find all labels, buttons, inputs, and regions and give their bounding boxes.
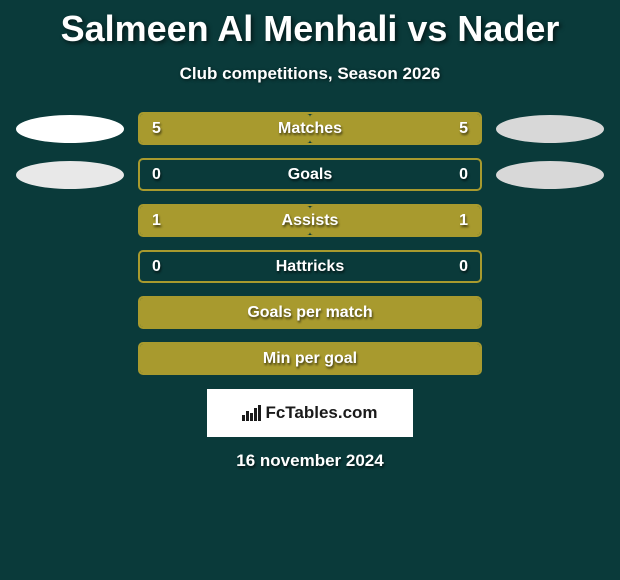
- page-title: Salmeen Al Menhali vs Nader: [0, 0, 620, 50]
- stat-value-right: 1: [459, 212, 468, 230]
- stat-bar: 1 Assists 1: [138, 204, 482, 237]
- stat-label: Goals per match: [247, 304, 372, 322]
- stat-bar: Goals per match: [138, 296, 482, 329]
- brand-badge: FcTables.com: [207, 389, 413, 437]
- stat-row: Min per goal: [0, 342, 620, 375]
- stat-value-right: 0: [459, 258, 468, 276]
- brand-icon: [242, 405, 262, 421]
- stat-bar: 0 Hattricks 0: [138, 250, 482, 283]
- stat-bar: 5 Matches 5: [138, 112, 482, 145]
- stat-value-left: 0: [152, 166, 161, 184]
- stat-bar: Min per goal: [138, 342, 482, 375]
- stats-container: 5 Matches 5 0 Goals 0 1 Assists 1 0 Hattricks 0 Goal…: [0, 112, 620, 375]
- stat-value-right: 5: [459, 120, 468, 138]
- player-right-ellipse: [496, 115, 604, 143]
- brand-text: FcTables.com: [265, 403, 377, 423]
- stat-row: Goals per match: [0, 296, 620, 329]
- page-subtitle: Club competitions, Season 2026: [0, 64, 620, 84]
- stat-row: 1 Assists 1: [0, 204, 620, 237]
- stat-label: Goals: [288, 166, 332, 184]
- stat-label: Assists: [282, 212, 339, 230]
- player-right-ellipse: [496, 161, 604, 189]
- stat-bar: 0 Goals 0: [138, 158, 482, 191]
- player-left-ellipse: [16, 161, 124, 189]
- player-left-ellipse: [16, 115, 124, 143]
- footer-date: 16 november 2024: [0, 451, 620, 471]
- stat-label: Matches: [278, 120, 342, 138]
- stat-label: Min per goal: [263, 350, 357, 368]
- stat-value-left: 0: [152, 258, 161, 276]
- stat-row: 5 Matches 5: [0, 112, 620, 145]
- stat-label: Hattricks: [276, 258, 344, 276]
- stat-row: 0 Hattricks 0: [0, 250, 620, 283]
- stat-value-right: 0: [459, 166, 468, 184]
- stat-value-left: 1: [152, 212, 161, 230]
- stat-value-left: 5: [152, 120, 161, 138]
- stat-row: 0 Goals 0: [0, 158, 620, 191]
